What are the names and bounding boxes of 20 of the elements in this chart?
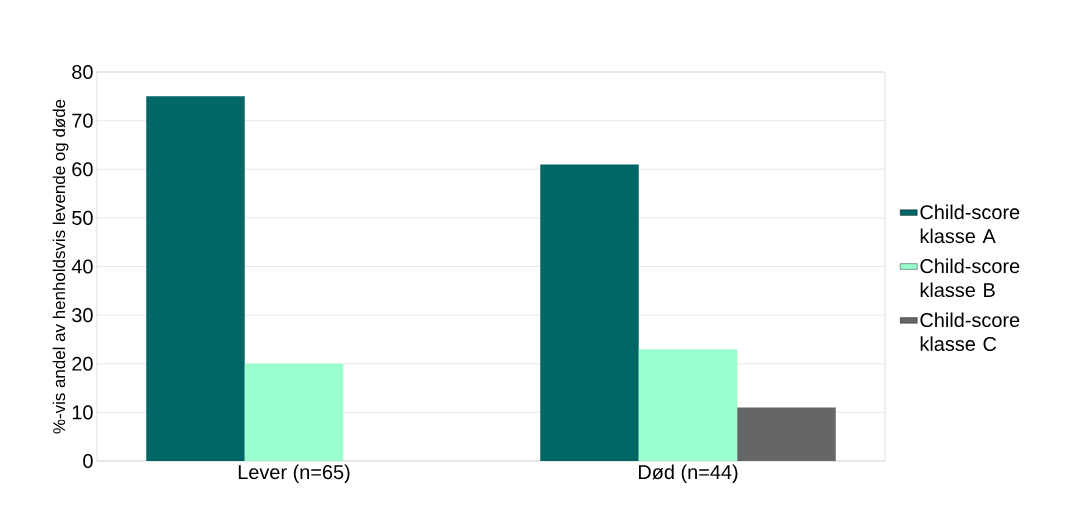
bar <box>146 96 245 461</box>
bar <box>244 363 344 461</box>
y-tick-label: 60 <box>72 162 93 177</box>
x-tick-label: Lever (n=65) <box>238 464 350 484</box>
bar <box>638 349 738 461</box>
bar <box>540 164 639 461</box>
legend-label: Child-score klasse A <box>920 204 1020 244</box>
y-tick-label: 40 <box>71 259 93 274</box>
y-tick-label: 10 <box>72 405 93 420</box>
legend-label: Child-score klasse C <box>920 312 1020 351</box>
y-tick-label: 70 <box>72 113 93 128</box>
legend-label: Child-score klasse B <box>920 258 1020 298</box>
y-tick-label: 80 <box>72 64 93 80</box>
x-tick-label: Død (n=44) <box>638 464 738 484</box>
y-axis-title: %-vis andel av henholdsvis levende og døde <box>52 99 69 434</box>
bar <box>737 407 836 461</box>
y-tick-label: 0 <box>83 453 93 469</box>
y-tick-label: 50 <box>72 210 93 225</box>
y-tick-label: 20 <box>72 356 93 371</box>
y-tick-label: 30 <box>72 308 93 323</box>
